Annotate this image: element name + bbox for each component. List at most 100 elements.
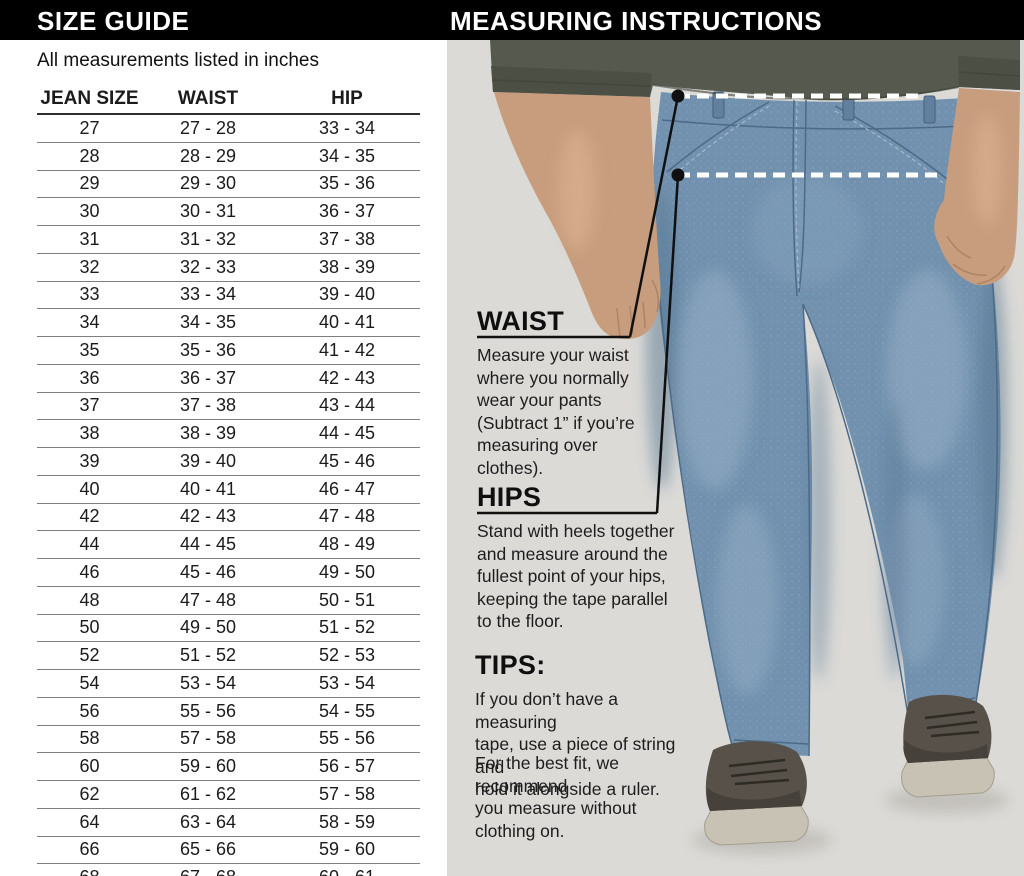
waist-cell: 36 - 37 [179,367,237,388]
jean-size-cell: 28 [79,145,100,166]
sweater-cuff-left [491,66,652,97]
waist-cell: 35 - 36 [179,339,237,360]
waist-cell: 57 - 58 [179,728,237,749]
jean-size-cell: 60 [79,756,100,777]
hip-cell: 47 - 48 [318,506,376,527]
waist-cell: 65 - 66 [179,839,237,860]
table-row: 6867 - 6860 - 61 [37,863,420,876]
hip-cell: 35 - 36 [318,173,376,194]
hip-cell: 45 - 46 [318,450,376,471]
table-row: 35 35 - 36 41 - 42 [37,336,420,364]
hips-instructions: Stand with heels together and measure ar… [477,521,675,631]
size-table-body: 27 27 - 28 33 - 34 28 28 - 29 34 - 35 29 29 - 3… [37,115,420,876]
jean-size-cell: 30 [79,201,100,222]
table-row: 33 33 - 34 39 - 40 [37,280,420,309]
table-row: 44 44 - 45 48 - 49 [37,530,420,558]
jean-size-cell: 35 [79,339,100,360]
table-row: 56 55 - 56 54 - 55 [37,696,420,725]
jean-size-cell: 66 [79,839,100,860]
waist-cell: 34 - 35 [179,312,237,333]
waist-cell: 61 - 62 [179,783,237,804]
waist-cell: 37 - 38 [179,395,237,416]
table-row: 42 42 - 43 47 - 48 [37,502,420,531]
tips-heading: TIPS: [475,650,546,680]
table-row: 37 37 - 38 43 - 44 [37,391,420,420]
jean-size-cell: 64 [79,811,100,832]
hip-cell: 40 - 41 [318,312,376,333]
measurements-note: All measurements listed in inches [37,50,319,71]
table-row: 31 31 - 32 37 - 38 [37,225,420,253]
hip-cell: 46 - 47 [318,478,376,499]
size-table: JEAN SIZE WAIST HIP 27 27 - 28 33 - 34 28 28… [37,84,420,876]
measuring-instructions-title: MEASURING INSTRUCTIONS [450,6,823,36]
left-shoe [704,741,809,846]
jean-size-cell: 29 [79,173,100,194]
table-row: 40 40 - 41 46 - 47 [37,474,420,503]
waist-marker [477,89,920,339]
jean-size-cell: 36 [79,367,100,388]
hip-cell: 36 - 37 [318,201,376,222]
table-row: 36 36 - 37 42 - 43 [37,363,420,392]
sweater-cuff-right [958,56,1020,90]
hip-cell: 49 - 50 [318,561,376,582]
waist-cell: 30 - 31 [179,201,237,222]
table-row: 27 27 - 28 33 - 34 [37,115,420,142]
jean-size-cell: 44 [79,534,100,555]
jean-size-cell: 58 [79,728,100,749]
hip-cell: 53 - 54 [318,672,376,693]
table-row: 38 38 - 39 44 - 45 [37,419,420,447]
waist-cell: 31 - 32 [179,228,237,249]
table-row: 50 49 - 50 51 - 52 [37,613,420,642]
waist-cell: 53 - 54 [179,672,237,693]
waist-cell: 32 - 33 [179,256,237,277]
hip-cell: 52 - 53 [318,645,376,666]
jean-size-cell: 38 [79,423,100,444]
table-row: 64 63 - 64 58 - 59 [37,807,420,836]
hip-cell: 58 - 59 [318,811,376,832]
waist-cell: 39 - 40 [179,450,237,471]
hip-cell: 48 - 49 [318,534,376,555]
jean-size-cell: 56 [79,700,100,721]
waist-cell: 45 - 46 [179,561,237,582]
waist-heading: WAIST [477,306,564,336]
waist-cell: 40 - 41 [179,478,237,499]
header-bar: SIZE GUIDE MEASURING INSTRUCTIONS [0,0,1024,40]
waist-cell: 63 - 64 [179,811,237,832]
hip-cell: 44 - 45 [318,423,376,444]
table-row: 29 29 - 30 35 - 36 [37,169,420,198]
waist-cell: 67 - 68 [142,867,274,876]
column-header-hip: HIP [331,87,363,109]
waist-cell: 51 - 52 [179,645,237,666]
jean-size-cell: 48 [79,589,100,610]
table-row: 60 59 - 60 56 - 57 [37,752,420,780]
hip-cell: 33 - 34 [318,117,376,138]
hip-cell: 39 - 40 [318,284,376,305]
waist-cell: 38 - 39 [179,423,237,444]
jean-size-cell: 46 [79,561,100,582]
hip-cell: 38 - 39 [318,256,376,277]
jean-size-cell: 62 [79,783,100,804]
jean-size-cell: 54 [79,672,100,693]
hip-cell: 57 - 58 [318,783,376,804]
measuring-photo: WAIST Measure your waist where you norma… [447,40,1024,876]
hip-cell: 59 - 60 [318,839,376,860]
table-row: 28 28 - 29 34 - 35 [37,141,420,170]
table-row: 54 53 - 54 53 - 54 [37,669,420,697]
waist-cell: 49 - 50 [179,617,237,638]
model-figure-illustration [447,40,1024,876]
jean-size-cell: 27 [79,117,100,138]
hips-heading: HIPS [477,482,542,512]
hip-cell: 55 - 56 [318,728,376,749]
jean-size-cell: 52 [79,645,100,666]
tips-instructions-2: For the best fit, we recommend you measu… [475,753,637,841]
hip-cell: 56 - 57 [318,756,376,777]
hip-cell: 43 - 44 [318,395,376,416]
waist-cell: 44 - 45 [179,534,237,555]
waist-cell: 27 - 28 [179,117,237,138]
table-row: 46 45 - 46 49 - 50 [37,558,420,586]
page-title: SIZE GUIDE [37,6,190,36]
hip-cell: 51 - 52 [318,617,376,638]
table-row: 66 65 - 66 59 - 60 [37,835,420,864]
hip-cell: 37 - 38 [318,228,376,249]
